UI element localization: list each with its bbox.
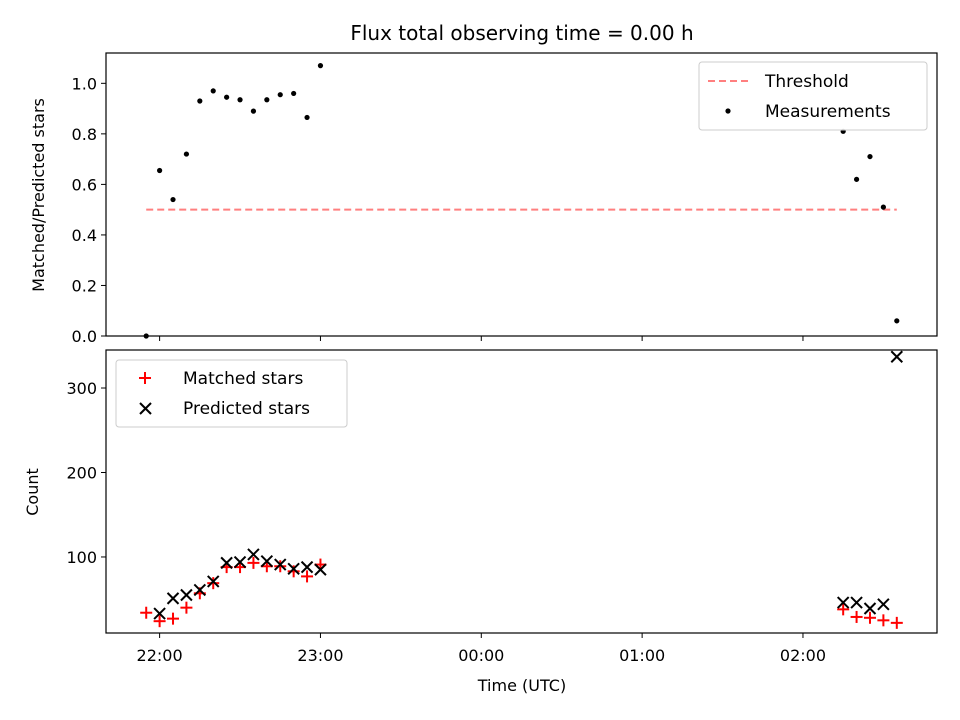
top-y-tick-label: 0.8 (72, 125, 97, 144)
x-tick-label: 01:00 (619, 646, 665, 665)
predicted-star-point (850, 596, 863, 609)
predicted-star-point (836, 596, 850, 609)
bottom-plot-area (140, 350, 903, 629)
bottom-y-tick-label: 100 (66, 548, 97, 567)
top-y-tick-label: 0.2 (72, 276, 97, 295)
bottom-y-tick-label: 300 (66, 379, 97, 398)
predicted-star-point (287, 562, 300, 576)
top-y-tick-label: 0.6 (72, 175, 97, 194)
top-y-tick-label: 0.0 (72, 327, 97, 346)
matched-star-point (287, 565, 300, 578)
predicted-star-point (274, 558, 287, 571)
matched-star-point (167, 612, 180, 625)
measurement-point (317, 63, 324, 69)
measurement-point (250, 108, 257, 114)
bottom-legend-box (115, 359, 348, 428)
top-legend-box (698, 61, 928, 131)
measurement-point (157, 167, 163, 174)
top-y-tick-label: 1.0 (72, 74, 97, 93)
matched-star-point (247, 556, 260, 569)
predicted-star-point (233, 555, 247, 569)
legend-predicted-label: Predicted stars (183, 399, 310, 419)
x-tick-label: 23:00 (297, 646, 343, 665)
predicted-star-point (180, 588, 193, 602)
matched-star-point (863, 611, 876, 624)
measurement-point (894, 318, 900, 324)
predicted-star-point (260, 554, 274, 568)
measurement-point (210, 88, 216, 94)
matched-star-point (274, 560, 287, 573)
x-tick-label: 00:00 (458, 646, 504, 665)
measurement-point (304, 114, 310, 121)
x-tick-label: 02:00 (780, 646, 826, 665)
x-axis-label: Time (UTC) (477, 676, 566, 695)
measurement-point (264, 97, 270, 103)
measurement-point (277, 92, 283, 98)
legend-predicted-swatch (139, 402, 152, 415)
bottom-y-axis-label: Count (23, 468, 42, 516)
bottom-legend: Matched stars Predicted stars (115, 359, 348, 428)
predicted-star-point (220, 556, 233, 570)
predicted-star-point (166, 592, 180, 605)
bottom-axes-frame (105, 349, 938, 634)
measurement-point (880, 204, 886, 210)
legend-threshold-label: Threshold (764, 72, 849, 92)
legend-measurements-label: Measurements (765, 102, 891, 122)
top-y-axis-label: Matched/Predicted stars (29, 98, 48, 292)
predicted-star-point (207, 575, 220, 588)
x-tick-label: 22:00 (137, 646, 183, 665)
legend-matched-swatch (139, 372, 151, 384)
measurement-point (224, 94, 230, 100)
predicted-star-point (890, 350, 903, 363)
measurement-point (867, 153, 873, 160)
predicted-star-point (193, 583, 207, 597)
top-legend: Threshold Measurements (698, 61, 928, 131)
bottom-y-tick-label: 200 (66, 463, 97, 482)
matched-star-point (301, 570, 314, 583)
matched-star-point (890, 616, 903, 629)
chart-title: Flux total observing time = 0.00 h (350, 21, 693, 45)
measurement-point (183, 151, 190, 157)
predicted-star-point (153, 607, 166, 620)
top-plot-area (143, 63, 900, 339)
top-y-tick-label: 0.4 (72, 226, 97, 245)
top-axes-frame (105, 52, 938, 337)
predicted-star-point (300, 560, 314, 574)
legend-matched-label: Matched stars (183, 369, 303, 389)
predicted-star-point (877, 598, 890, 611)
matched-star-point (153, 615, 166, 628)
legend-measurements-swatch (725, 108, 731, 114)
matched-star-point (850, 610, 863, 623)
matched-star-point (140, 606, 153, 619)
predicted-star-point (863, 602, 877, 615)
matched-star-point (837, 603, 850, 616)
measurement-point (291, 90, 297, 97)
predicted-star-point (314, 563, 327, 576)
matched-star-point (877, 614, 890, 627)
measurement-point (197, 98, 203, 104)
matched-star-point (207, 577, 220, 590)
predicted-star-point (247, 548, 260, 561)
matched-star-point (180, 601, 193, 614)
measurement-point (853, 176, 860, 182)
measurement-point (170, 196, 176, 203)
measurement-point (237, 97, 243, 103)
